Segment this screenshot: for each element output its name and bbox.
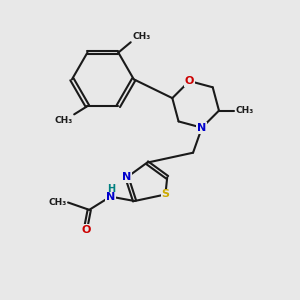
Text: CH₃: CH₃ (55, 116, 73, 125)
Text: N: N (122, 172, 131, 182)
Text: CH₃: CH₃ (48, 198, 67, 207)
Text: N: N (197, 123, 206, 133)
Text: S: S (161, 190, 169, 200)
Text: H: H (107, 184, 115, 194)
Text: N: N (106, 192, 115, 202)
Text: CH₃: CH₃ (235, 106, 254, 115)
Text: O: O (81, 225, 90, 235)
Text: CH₃: CH₃ (132, 32, 150, 41)
Text: O: O (185, 76, 194, 86)
